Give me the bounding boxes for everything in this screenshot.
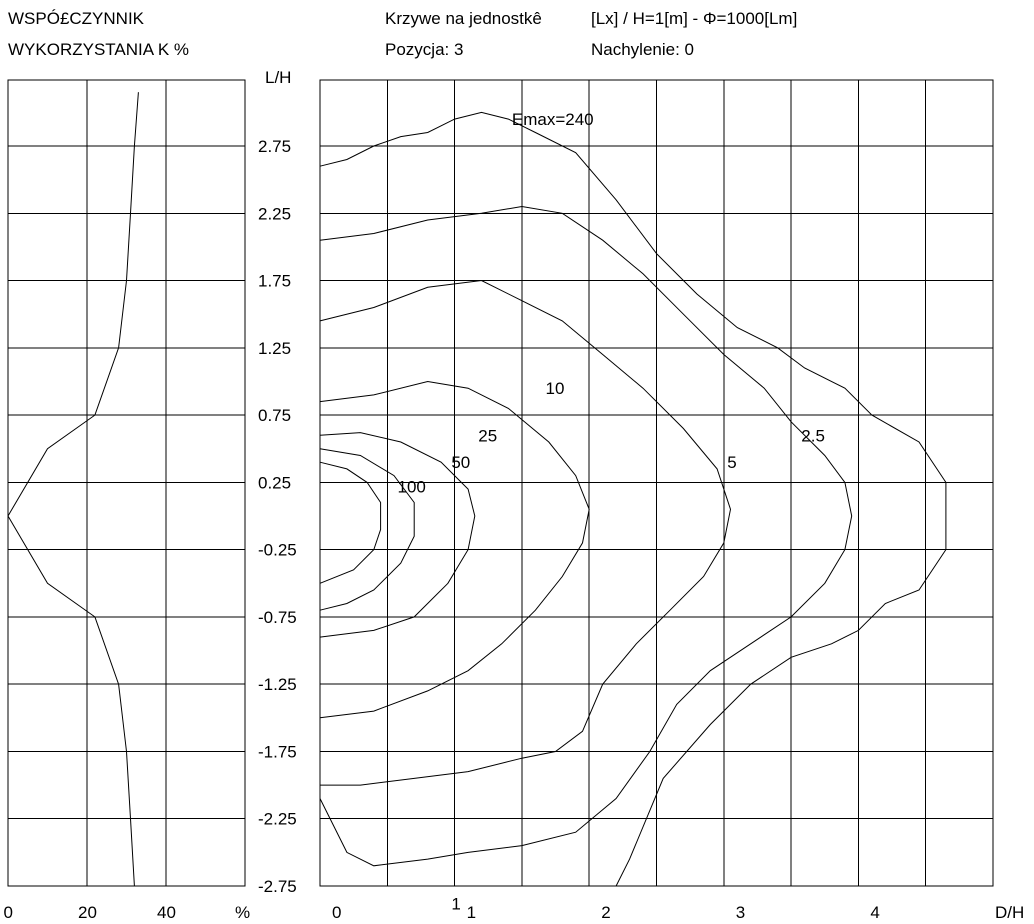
- right-x-tick-label: 2: [601, 903, 610, 922]
- right-x-tick-label: 4: [870, 903, 879, 922]
- chart-labels: 2.75 2.25 1.75 1.25 0.75 0.25 -0.25 -0.75 -1.25 -…: [4, 110, 1025, 922]
- y-tick-label: 1.75: [258, 272, 291, 291]
- right-x-tick-label: 3: [736, 903, 745, 922]
- left-title-line1: WSPÓ£CZYNNIK: [8, 9, 145, 28]
- contour-line-100: [319, 461, 382, 584]
- y-tick-label: -2.25: [258, 810, 297, 829]
- contour-label: 100: [397, 477, 425, 496]
- right-title-line2a: Pozycja: 3: [385, 40, 463, 59]
- left-chart-curve: [7, 92, 139, 887]
- left-curve-upper: [7, 92, 139, 517]
- left-frame: [7, 79, 246, 887]
- y-tick-label: -1.25: [258, 675, 297, 694]
- contour-label: 1: [451, 894, 460, 913]
- left-x-tick-label: 40: [157, 903, 176, 922]
- contour-label: 10: [546, 379, 565, 398]
- contour-label: 5: [727, 453, 736, 472]
- left-chart-grid: [7, 79, 246, 887]
- right-chart-contours: [319, 111, 947, 887]
- contour-label: 25: [478, 426, 497, 445]
- left-x-tick-label: 20: [78, 903, 97, 922]
- y-tick-label: -1.75: [258, 742, 297, 761]
- y-tick-label: 2.25: [258, 204, 291, 223]
- right-x-tick-label: D/H: [995, 903, 1024, 922]
- left-curve-lower: [7, 515, 135, 887]
- contour-line-50: [319, 448, 415, 611]
- right-title-line1a: Krzywe na jednostkê: [385, 9, 542, 28]
- contour-label: 50: [451, 453, 470, 472]
- contour-line-2-5: [319, 205, 853, 867]
- y-tick-label: 1.25: [258, 339, 291, 358]
- right-title-line2b: Nachylenie: 0: [591, 40, 694, 59]
- right-x-tick-label: 0: [332, 903, 341, 922]
- left-title-line2: WYKORZYSTANIA K %: [8, 40, 189, 59]
- y-tick-label: -2.75: [258, 877, 297, 896]
- contour-label: Emax=240: [512, 110, 594, 129]
- contour-line-25: [319, 432, 476, 638]
- left-x-tick-label: 0: [4, 903, 13, 922]
- contour-line-1: [319, 111, 947, 887]
- contour-label: 2.5: [801, 426, 825, 445]
- right-title-line1b: [Lx] / H=1[m] - Φ=1000[Lm]: [591, 9, 797, 28]
- contour-line-5: [319, 279, 732, 786]
- left-y-label: L/H: [265, 68, 291, 87]
- y-tick-label: 0.25: [258, 473, 291, 492]
- right-x-tick-label: 1: [467, 903, 476, 922]
- y-tick-label: 2.75: [258, 137, 291, 156]
- y-tick-label: 0.75: [258, 406, 291, 425]
- right-chart-grid: [319, 79, 994, 887]
- contour-line-10: [319, 380, 590, 719]
- left-x-tick-label: %: [235, 903, 250, 922]
- y-tick-label: -0.75: [258, 608, 297, 627]
- y-tick-label: -0.25: [258, 541, 297, 560]
